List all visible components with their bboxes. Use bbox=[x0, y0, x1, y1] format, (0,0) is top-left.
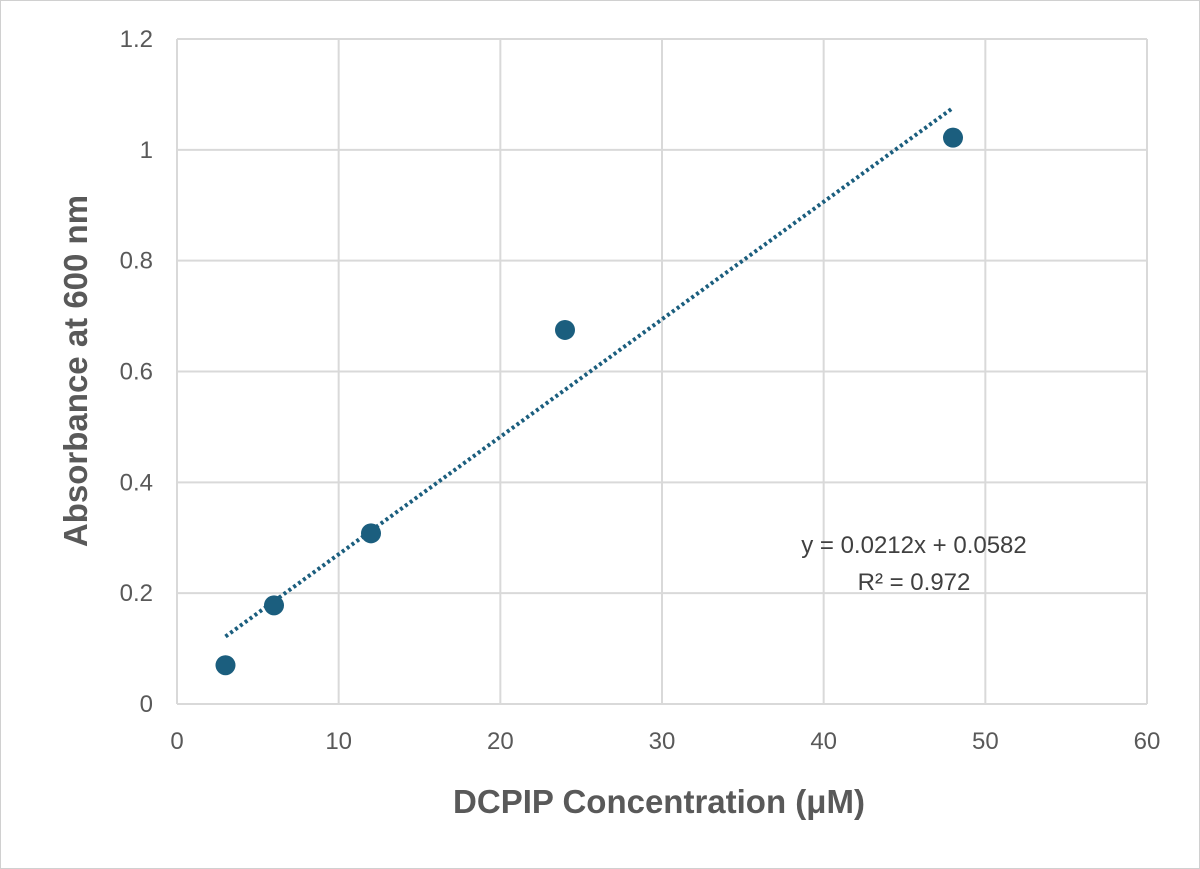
trendline-equation: y = 0.0212x + 0.0582 bbox=[801, 532, 1027, 559]
x-axis-title: DCPIP Concentration (μM) bbox=[453, 783, 865, 820]
tick-labels: 0 10 20 30 40 50 60 0 0.2 0.4 0.6 0.8 1 1.2 bbox=[120, 26, 1161, 755]
y-tick-label: 0.6 bbox=[120, 359, 153, 386]
data-point bbox=[943, 127, 963, 148]
y-tick-label: 0.8 bbox=[120, 248, 153, 275]
x-tick-label: 10 bbox=[325, 728, 352, 755]
data-point bbox=[555, 319, 575, 340]
data-points bbox=[215, 127, 963, 676]
y-tick-label: 0.2 bbox=[120, 580, 153, 607]
y-tick-label: 0 bbox=[140, 691, 153, 718]
y-tick-label: 0.4 bbox=[120, 469, 153, 496]
x-tick-label: 60 bbox=[1134, 728, 1161, 755]
grid-lines bbox=[176, 38, 1148, 705]
x-tick-label: 40 bbox=[810, 728, 837, 755]
x-tick-label: 50 bbox=[972, 728, 999, 755]
y-tick-label: 1 bbox=[140, 137, 153, 164]
data-point bbox=[215, 655, 236, 676]
data-point bbox=[361, 523, 381, 544]
data-point bbox=[264, 595, 284, 616]
r-squared-label: R² = 0.972 bbox=[858, 569, 971, 596]
x-tick-label: 20 bbox=[487, 728, 514, 755]
x-tick-label: 30 bbox=[649, 728, 676, 755]
y-axis-title: Absorbance at 600 nm bbox=[57, 195, 94, 547]
x-tick-label: 0 bbox=[170, 728, 183, 755]
y-tick-label: 1.2 bbox=[120, 26, 153, 53]
